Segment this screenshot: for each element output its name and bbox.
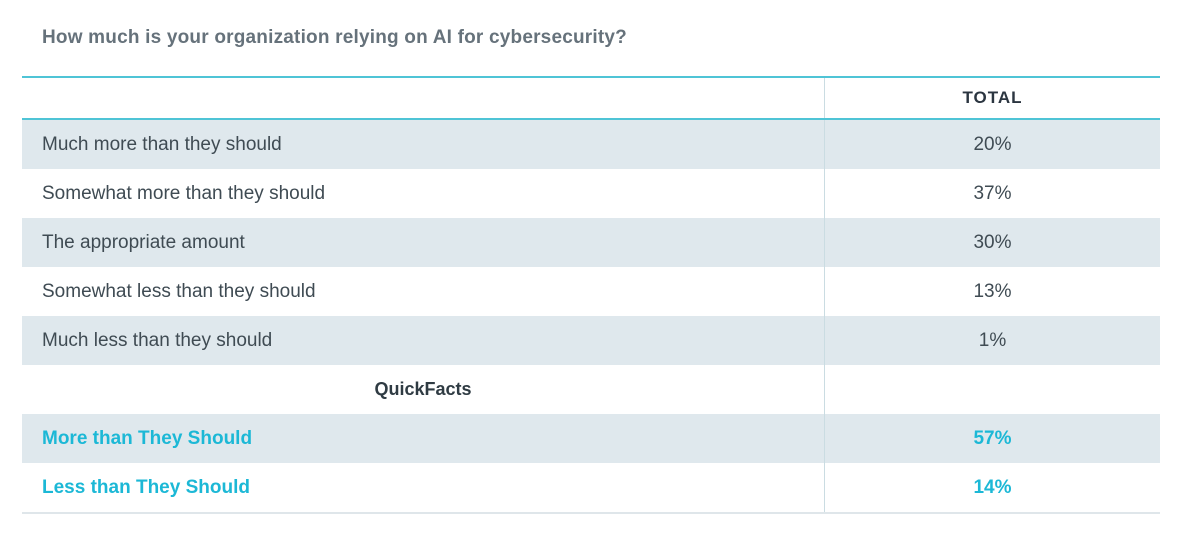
row-value: 13%	[973, 280, 1012, 302]
quickfact-label: Less than They Should	[22, 463, 825, 512]
row-label: The appropriate amount	[22, 218, 825, 267]
row-value: 37%	[973, 182, 1012, 204]
header-empty-cell	[22, 78, 825, 118]
table-row: Much less than they should 1%	[22, 316, 1160, 365]
header-total-label: TOTAL	[962, 88, 1023, 107]
row-value: 1%	[978, 329, 1007, 351]
row-value: 30%	[973, 231, 1012, 253]
quickfact-row: More than They Should 57%	[22, 414, 1160, 463]
quickfact-row: Less than They Should 14%	[22, 463, 1160, 512]
row-value: 20%	[973, 133, 1012, 155]
table-row: Much more than they should 20%	[22, 120, 1160, 169]
row-label: Much more than they should	[22, 120, 825, 169]
survey-table: TOTAL Much more than they should 20% Som…	[22, 76, 1160, 514]
row-label: Somewhat more than they should	[22, 169, 825, 218]
quickfact-value: 57%	[973, 427, 1012, 449]
row-label: Somewhat less than they should	[22, 267, 825, 316]
table-row: The appropriate amount 30%	[22, 218, 1160, 267]
quickfact-label: More than They Should	[22, 414, 825, 463]
quickfacts-section-row: QuickFacts	[22, 365, 1160, 414]
quickfact-value: 14%	[973, 476, 1012, 498]
row-label: Much less than they should	[22, 316, 825, 365]
quickfacts-section-empty-cell	[825, 365, 1160, 414]
table-row: Somewhat less than they should 13%	[22, 267, 1160, 316]
page-title: How much is your organization relying on…	[42, 27, 627, 48]
quickfacts-section-label: QuickFacts	[22, 365, 825, 414]
table-row: Somewhat more than they should 37%	[22, 169, 1160, 218]
table-header-row: TOTAL	[22, 78, 1160, 120]
